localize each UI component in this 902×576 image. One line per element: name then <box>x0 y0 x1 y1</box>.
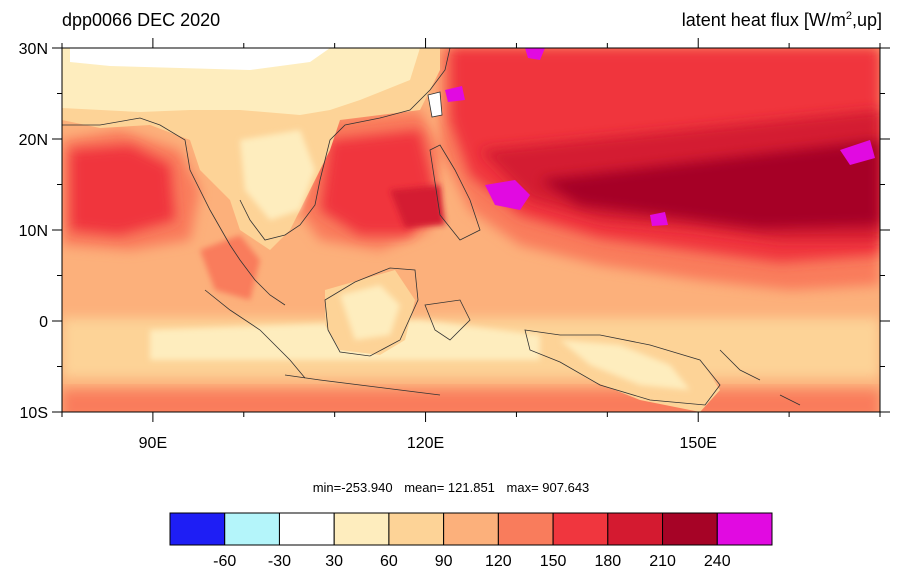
colorbar-labels: -60 -30 30 60 90 120 150 180 210 240 <box>213 553 731 570</box>
colorbar-label: -30 <box>268 553 291 570</box>
tick-marks <box>52 38 890 422</box>
variable-title-exponent: 2 <box>845 10 852 22</box>
colorbar-swatch <box>716 512 773 546</box>
colorbar-swatch <box>662 512 718 546</box>
variable-title-suffix: ,up] <box>851 10 882 30</box>
colorbar-swatch <box>278 512 335 546</box>
colorbar-swatch <box>552 512 609 546</box>
colorbar <box>169 512 773 546</box>
colorbar-swatch <box>443 512 499 546</box>
colorbar-swatch <box>497 512 554 546</box>
colorbar-label: 240 <box>704 553 731 570</box>
colorbar-label: 30 <box>325 553 343 570</box>
lon-tick-label: 120E <box>407 435 444 452</box>
stat-mean: mean= 121.851 <box>404 480 495 495</box>
colorbar-swatch <box>169 512 226 546</box>
colorbar-swatch <box>333 512 390 546</box>
colorbar-swatch <box>224 512 280 546</box>
variable-title: latent heat flux [W/m2,up] <box>682 10 882 31</box>
coastlines <box>62 48 801 406</box>
colorbar-label: 210 <box>649 553 676 570</box>
stat-min: min=-253.940 <box>312 480 393 495</box>
tick-labels: 30N 20N 10N 0 10S 90E 120E 150E <box>19 41 717 452</box>
colorbar-label: 60 <box>380 553 398 570</box>
colorbar-label: 120 <box>485 553 512 570</box>
colorbar-label: 90 <box>435 553 453 570</box>
variable-title-prefix: latent heat flux [W/m <box>681 10 846 30</box>
colorbar-swatch <box>388 512 445 546</box>
plot-title: dpp0066 DEC 2020 <box>62 10 221 30</box>
lat-tick-label: 20N <box>19 132 48 149</box>
flux-field <box>62 48 880 412</box>
lon-tick-label: 150E <box>680 435 717 452</box>
lat-tick-label: 10S <box>20 405 48 422</box>
colorbar-label: 180 <box>594 553 621 570</box>
colorbar-label: -60 <box>213 553 236 570</box>
colorbar-label: 150 <box>540 553 567 570</box>
lon-tick-label: 90E <box>139 435 167 452</box>
lat-tick-label: 10N <box>19 223 48 240</box>
stat-max: max= 907.643 <box>506 480 590 495</box>
lat-tick-label: 30N <box>19 41 48 58</box>
colorbar-swatch <box>607 512 664 546</box>
field-statistics: min=-253.940 mean= 121.851 max= 907.643 <box>0 480 902 495</box>
lat-tick-label: 0 <box>39 314 48 331</box>
